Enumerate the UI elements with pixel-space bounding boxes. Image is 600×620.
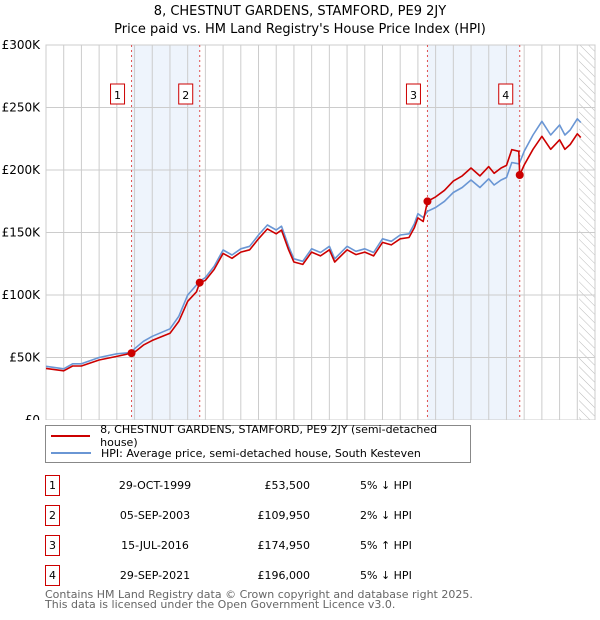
transaction-number: 2 (45, 505, 60, 526)
sale-marker-box (178, 83, 194, 105)
transaction-row: 4 29-SEP-2021 £196,000 5% ↓ HPI (45, 565, 465, 587)
transaction-price: £109,950 (257, 509, 311, 522)
footer-copyright: Contains HM Land Registry data © Crown c… (45, 588, 473, 601)
transaction-row: 2 05-SEP-2003 £109,950 2% ↓ HPI (45, 505, 465, 527)
transaction-date: 29-OCT-1999 (118, 479, 192, 492)
legend-swatch-hpi (51, 452, 91, 454)
transaction-price: £174,950 (257, 539, 311, 552)
transaction-hpi: 5% ↑ HPI (360, 539, 412, 552)
footer-licence: This data is licensed under the Open Gov… (45, 598, 396, 611)
sale-marker-box (110, 83, 126, 105)
legend-label-property: 8, CHESTNUT GARDENS, STAMFORD, PE9 2JY (… (100, 423, 438, 449)
transaction-row: 3 15-JUL-2016 £174,950 5% ↑ HPI (45, 535, 465, 557)
y-tick-label: £0 (25, 413, 40, 420)
transaction-price: £53,500 (264, 479, 311, 492)
sale-marker-box (405, 83, 421, 105)
transaction-hpi: 5% ↓ HPI (360, 479, 412, 492)
sale-marker-label: 2 (182, 89, 189, 102)
legend-item-hpi: HPI: Average price, semi-detached house,… (51, 445, 421, 461)
footer: Contains HM Land Registry data © Crown c… (45, 588, 473, 611)
price-chart: 1995199619971998199920002001200220032004… (2, 38, 596, 420)
hpi-line (45, 118, 582, 370)
y-tick-label: £250K (2, 101, 42, 115)
sale-point (195, 278, 204, 287)
legend: 8, CHESTNUT GARDENS, STAMFORD, PE9 2JY (… (45, 423, 471, 463)
transaction-price: £196,000 (257, 569, 311, 582)
sale-point (127, 349, 136, 358)
chart-title: 8, CHESTNUT GARDENS, STAMFORD, PE9 2JY (153, 4, 447, 19)
chart-subtitle: Price paid vs. HM Land Registry's House … (114, 22, 486, 37)
transaction-hpi: 2% ↓ HPI (360, 509, 412, 522)
y-tick-label: £50K (9, 351, 41, 365)
property-price-line (45, 133, 582, 372)
y-tick-label: £300K (2, 38, 42, 52)
y-tick-label: £200K (2, 163, 42, 177)
legend-swatch-property (51, 435, 91, 437)
transaction-date: 05-SEP-2003 (119, 509, 191, 522)
sale-marker-label: 4 (502, 89, 509, 102)
y-tick-label: £150K (2, 226, 42, 240)
y-tick-label: £100K (2, 288, 42, 302)
sale-point (423, 197, 432, 206)
transaction-number: 3 (45, 535, 60, 556)
transaction-row: 1 29-OCT-1999 £53,500 5% ↓ HPI (45, 475, 465, 497)
sale-point (515, 171, 524, 179)
legend-item-property: 8, CHESTNUT GARDENS, STAMFORD, PE9 2JY (… (51, 423, 470, 449)
legend-label-hpi: HPI: Average price, semi-detached house,… (101, 446, 421, 460)
transaction-number: 4 (45, 565, 60, 586)
sale-marker-label: 1 (114, 89, 121, 102)
sale-marker-label: 3 (410, 89, 417, 102)
sale-marker-box (498, 83, 514, 105)
transaction-number: 1 (45, 475, 60, 496)
transaction-hpi: 5% ↓ HPI (360, 569, 412, 582)
transaction-date: 15-JUL-2016 (121, 539, 189, 552)
transaction-date: 29-SEP-2021 (119, 569, 191, 582)
